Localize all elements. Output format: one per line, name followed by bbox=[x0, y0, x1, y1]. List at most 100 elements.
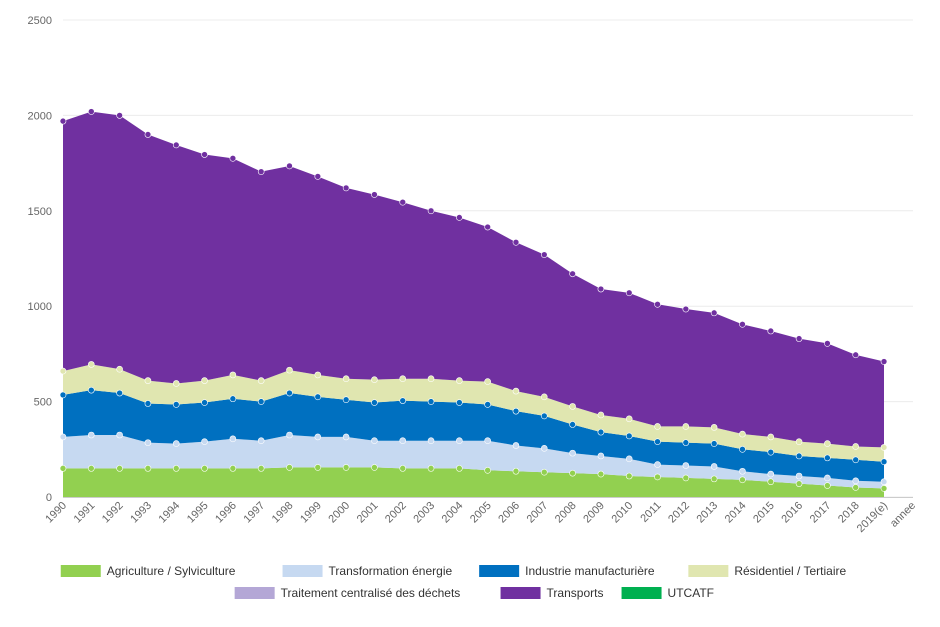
x-tick-label: 2013 bbox=[694, 500, 720, 526]
data-point-series-2 bbox=[880, 458, 888, 466]
x-tick-label: 1999 bbox=[298, 500, 324, 526]
data-point-series-2 bbox=[540, 412, 548, 420]
data-point-series-3 bbox=[342, 375, 350, 383]
data-point-series-3 bbox=[739, 430, 746, 438]
legend-item-4[interactable]: Traitement centralisé des déchets bbox=[234, 586, 461, 600]
legend-swatch bbox=[621, 587, 662, 599]
legend-item-5[interactable]: Transports bbox=[500, 586, 604, 600]
data-point-series-1 bbox=[201, 438, 208, 445]
data-point-series-5 bbox=[739, 321, 746, 328]
data-point-series-3 bbox=[710, 424, 718, 431]
data-point-series-5 bbox=[852, 351, 859, 359]
data-point-series-1 bbox=[257, 437, 265, 445]
data-point-series-3 bbox=[116, 365, 123, 373]
y-tick-label: 500 bbox=[34, 397, 52, 409]
data-point-series-2 bbox=[286, 389, 293, 397]
data-point-series-2 bbox=[767, 448, 775, 456]
data-point-series-2 bbox=[172, 401, 180, 408]
x-tick-label: 1991 bbox=[72, 500, 98, 526]
data-point-series-2 bbox=[512, 407, 520, 415]
data-point-series-1 bbox=[795, 472, 803, 480]
data-point-series-3 bbox=[484, 378, 491, 385]
data-point-series-5 bbox=[201, 151, 208, 158]
data-point-series-0 bbox=[286, 464, 293, 471]
x-tick-label: 2006 bbox=[496, 500, 522, 526]
data-point-series-3 bbox=[654, 423, 661, 430]
data-point-series-0 bbox=[257, 465, 265, 472]
data-point-series-1 bbox=[682, 462, 690, 469]
data-point-series-5 bbox=[625, 289, 633, 297]
data-point-series-0 bbox=[229, 465, 237, 472]
x-tick-label: 1994 bbox=[157, 500, 183, 526]
data-point-series-5 bbox=[540, 251, 548, 258]
data-point-series-0 bbox=[540, 468, 548, 476]
legend-swatch bbox=[688, 565, 729, 577]
data-point-series-1 bbox=[172, 440, 180, 447]
data-point-series-3 bbox=[427, 375, 435, 383]
legend-item-2[interactable]: Industrie manufacturière bbox=[479, 564, 655, 578]
data-point-series-2 bbox=[625, 432, 633, 440]
data-point-series-0 bbox=[824, 482, 831, 489]
x-tick-label: 2011 bbox=[638, 500, 663, 525]
point-layer bbox=[59, 108, 888, 492]
data-point-series-2 bbox=[59, 391, 67, 399]
data-point-series-2 bbox=[399, 397, 407, 404]
data-point-series-0 bbox=[371, 464, 378, 471]
data-point-series-5 bbox=[172, 141, 180, 149]
data-point-series-3 bbox=[795, 438, 803, 445]
data-point-series-2 bbox=[427, 398, 435, 405]
data-point-series-2 bbox=[852, 456, 859, 464]
data-point-series-1 bbox=[144, 439, 152, 446]
legend-item-1[interactable]: Transformation énergie bbox=[282, 564, 453, 578]
data-point-series-3 bbox=[88, 361, 95, 368]
data-point-series-1 bbox=[739, 467, 746, 475]
data-point-series-0 bbox=[59, 465, 67, 472]
data-point-series-5 bbox=[880, 358, 888, 365]
legend-item-3[interactable]: Résidentiel / Tertiaire bbox=[688, 564, 847, 578]
data-point-series-5 bbox=[654, 300, 661, 308]
data-point-series-1 bbox=[654, 461, 661, 468]
data-point-series-0 bbox=[116, 465, 123, 472]
data-point-series-0 bbox=[795, 480, 803, 487]
data-point-series-0 bbox=[456, 465, 463, 472]
y-tick-label: 1500 bbox=[28, 206, 52, 218]
data-point-series-2 bbox=[484, 401, 491, 408]
data-point-series-1 bbox=[399, 437, 407, 445]
data-point-series-5 bbox=[710, 309, 718, 317]
data-point-series-0 bbox=[739, 476, 746, 484]
data-point-series-5 bbox=[569, 270, 576, 278]
data-point-series-3 bbox=[229, 371, 237, 379]
data-point-series-0 bbox=[88, 465, 95, 472]
legend: Agriculture / Sylviculture Transformation… bbox=[60, 564, 847, 600]
x-tick-label: 2008 bbox=[553, 500, 579, 526]
data-point-series-5 bbox=[597, 285, 605, 293]
data-point-series-2 bbox=[314, 393, 322, 401]
area-series-3 bbox=[63, 364, 884, 462]
data-point-series-1 bbox=[852, 477, 859, 485]
data-point-series-5 bbox=[456, 214, 463, 221]
x-tick-label: 2001 bbox=[355, 500, 381, 526]
legend-item-6[interactable]: UTCATF bbox=[621, 586, 714, 600]
data-point-series-1 bbox=[342, 433, 350, 441]
legend-item-0[interactable]: Agriculture / Sylviculture bbox=[60, 564, 236, 578]
data-point-series-5 bbox=[795, 335, 803, 342]
data-point-series-2 bbox=[257, 398, 265, 405]
data-point-series-5 bbox=[371, 191, 378, 198]
data-point-series-0 bbox=[569, 469, 576, 477]
data-point-series-0 bbox=[682, 474, 690, 482]
area-series-1 bbox=[63, 434, 884, 489]
data-point-series-1 bbox=[597, 452, 605, 460]
data-point-series-1 bbox=[427, 437, 435, 445]
data-point-series-2 bbox=[229, 395, 237, 403]
x-tick-label: 2015 bbox=[751, 500, 777, 526]
data-point-series-0 bbox=[880, 485, 888, 492]
data-point-series-5 bbox=[427, 207, 435, 215]
data-point-series-2 bbox=[456, 399, 463, 406]
legend-label: Agriculture / Sylviculture bbox=[107, 564, 236, 578]
x-tick-label: 2014 bbox=[723, 500, 749, 526]
data-point-series-5 bbox=[767, 327, 775, 335]
data-point-series-3 bbox=[201, 377, 208, 384]
x-tick-label: 1998 bbox=[270, 500, 296, 526]
